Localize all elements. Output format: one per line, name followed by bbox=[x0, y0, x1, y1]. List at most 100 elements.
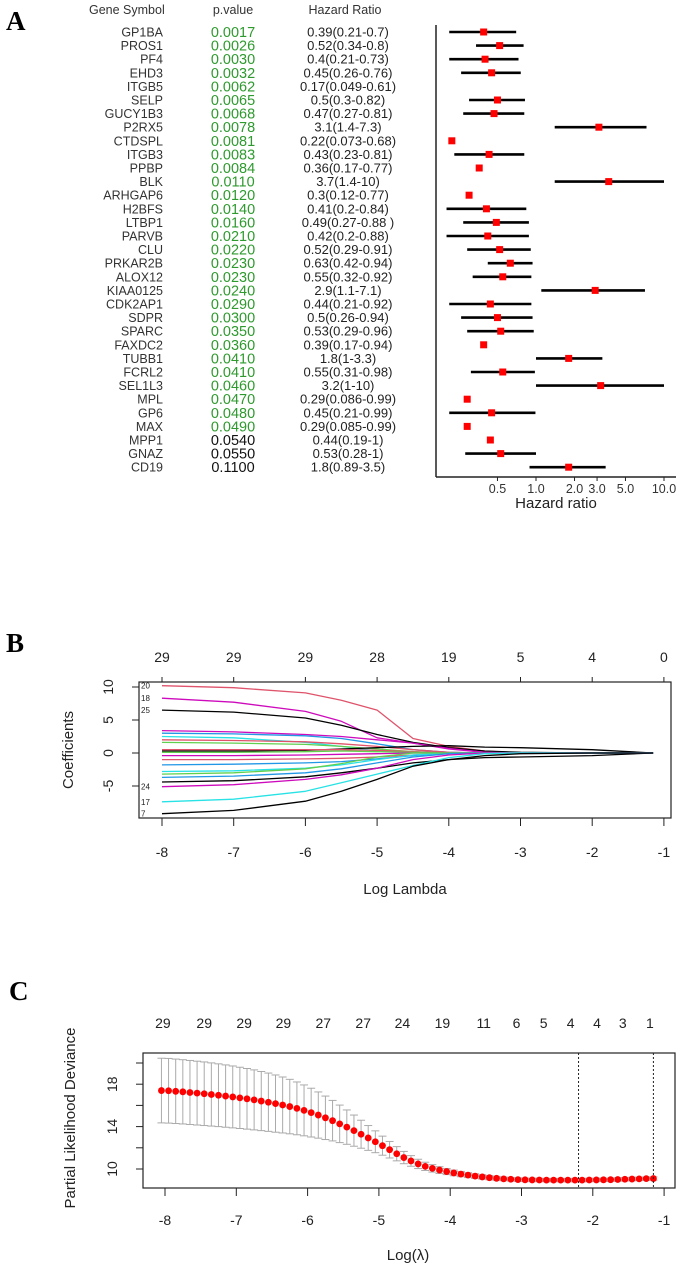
gene-symbol: MPL bbox=[137, 393, 163, 407]
lasso-x-tick-label: -6 bbox=[299, 844, 312, 860]
deviance-point bbox=[158, 1087, 165, 1094]
p-value: 0.0300 bbox=[211, 311, 255, 327]
hazard-ratio-text: 0.55(0.31-0.98) bbox=[304, 365, 393, 380]
hr-marker bbox=[493, 96, 501, 104]
gene-symbol: P2RX5 bbox=[123, 121, 163, 135]
hazard-ratio-text: 1.8(0.89-3.5) bbox=[311, 460, 385, 475]
p-value: 0.0410 bbox=[211, 351, 255, 367]
deviance-point bbox=[165, 1087, 172, 1095]
hr-marker bbox=[497, 327, 505, 335]
header-p-value: p.value bbox=[213, 3, 253, 17]
deviance-point bbox=[450, 1169, 458, 1177]
deviance-point bbox=[300, 1106, 308, 1114]
deviance-point bbox=[642, 1175, 650, 1183]
hr-marker bbox=[475, 164, 483, 172]
gene-symbol: GUCY1B3 bbox=[105, 107, 163, 121]
p-value: 0.0030 bbox=[211, 52, 255, 68]
gene-symbol: GNAZ bbox=[128, 447, 163, 461]
deviance-point bbox=[357, 1130, 365, 1138]
gene-symbol: ITGB3 bbox=[127, 148, 163, 162]
p-value: 0.0350 bbox=[211, 324, 255, 340]
panel-label-c: C bbox=[9, 976, 29, 1006]
cv-top-label: 29 bbox=[155, 1015, 171, 1031]
hr-marker bbox=[591, 286, 599, 294]
hazard-ratio-text: 0.22(0.073-0.68) bbox=[300, 133, 396, 148]
hazard-ratio-text: 1.8(1-3.3) bbox=[320, 351, 376, 366]
deviance-point bbox=[592, 1176, 600, 1184]
gene-symbol: MAX bbox=[136, 420, 164, 434]
p-value: 0.0140 bbox=[211, 202, 255, 218]
gene-symbol: PARVB bbox=[122, 230, 163, 244]
deviance-point bbox=[229, 1093, 237, 1101]
cv-top-label: 27 bbox=[355, 1015, 371, 1031]
gene-symbol: ALOX12 bbox=[116, 270, 163, 284]
deviance-point bbox=[443, 1168, 451, 1175]
lasso-top-label: 4 bbox=[588, 649, 596, 665]
deviance-point bbox=[329, 1117, 336, 1125]
lasso-x-tick-label: -5 bbox=[371, 844, 384, 860]
deviance-point bbox=[478, 1173, 486, 1181]
deviance-point bbox=[293, 1104, 301, 1112]
deviance-point bbox=[607, 1176, 615, 1184]
deviance-point bbox=[628, 1175, 636, 1183]
gene-symbol: H2BFS bbox=[123, 202, 163, 216]
gene-symbol: KIAA0125 bbox=[107, 284, 163, 298]
header-hazard-ratio: Hazard Ratio bbox=[309, 3, 382, 17]
hr-marker bbox=[497, 450, 505, 458]
deviance-point bbox=[621, 1175, 629, 1183]
coefficient-path bbox=[161, 697, 654, 754]
lasso-x-tick-label: -7 bbox=[227, 844, 240, 860]
lasso-y-tick-label: 0 bbox=[100, 749, 116, 757]
gene-symbol: PROS1 bbox=[121, 39, 163, 53]
deviance-point bbox=[493, 1174, 500, 1182]
cv-top-label: 29 bbox=[276, 1015, 292, 1031]
deviance-point bbox=[500, 1175, 508, 1183]
forest-x-axis-label: Hazard ratio bbox=[515, 495, 597, 512]
hazard-ratio-text: 0.49(0.27-0.88 ) bbox=[302, 215, 395, 230]
deviance-point bbox=[343, 1123, 351, 1131]
hr-marker bbox=[493, 314, 501, 322]
gene-symbol: LTBP1 bbox=[126, 216, 163, 230]
gene-symbol: CLU bbox=[138, 243, 163, 257]
lasso-y-axis-label: Coefficients bbox=[60, 711, 77, 789]
p-value: 0.0032 bbox=[211, 66, 255, 82]
deviance-point bbox=[279, 1101, 287, 1109]
deviance-point bbox=[614, 1176, 622, 1183]
gene-symbol: SEL1L3 bbox=[119, 379, 164, 393]
hr-marker bbox=[605, 178, 613, 186]
cv-x-tick-label: -3 bbox=[515, 1212, 528, 1228]
hazard-ratio-text: 0.44(0.19-1) bbox=[313, 433, 384, 448]
deviance-point bbox=[564, 1176, 572, 1184]
hr-marker bbox=[463, 395, 471, 403]
hazard-ratio-text: 0.41(0.2-0.84) bbox=[307, 201, 389, 216]
deviance-point bbox=[486, 1174, 493, 1182]
cv-top-label: 5 bbox=[540, 1015, 548, 1031]
deviance-point bbox=[257, 1097, 265, 1105]
deviance-point bbox=[393, 1150, 401, 1158]
coefficient-path bbox=[161, 752, 654, 783]
hr-marker bbox=[480, 341, 488, 349]
hr-marker bbox=[488, 409, 496, 417]
gene-symbol: PPBP bbox=[130, 162, 163, 176]
p-value: 0.0230 bbox=[211, 256, 255, 272]
cv-top-label: 4 bbox=[593, 1015, 601, 1031]
hr-marker bbox=[597, 382, 605, 390]
deviance-point bbox=[457, 1170, 465, 1178]
hr-marker bbox=[488, 69, 496, 77]
hr-marker bbox=[486, 436, 494, 444]
deviance-point bbox=[635, 1175, 643, 1183]
p-value: 0.0360 bbox=[211, 338, 255, 354]
cv-top-label: 6 bbox=[513, 1015, 521, 1031]
deviance-point bbox=[264, 1098, 272, 1106]
hazard-ratio-text: 3.2(1-10) bbox=[322, 378, 375, 393]
forest-x-tick-label: 10.0 bbox=[652, 482, 676, 496]
deviance-point bbox=[172, 1087, 180, 1095]
gene-symbol: FCRL2 bbox=[123, 366, 163, 380]
p-value: 0.0410 bbox=[211, 365, 255, 381]
hr-marker bbox=[481, 55, 489, 63]
hr-marker bbox=[463, 422, 471, 430]
deviance-point bbox=[464, 1171, 472, 1179]
p-value: 0.0490 bbox=[211, 419, 255, 435]
p-value: 0.0470 bbox=[211, 392, 255, 408]
